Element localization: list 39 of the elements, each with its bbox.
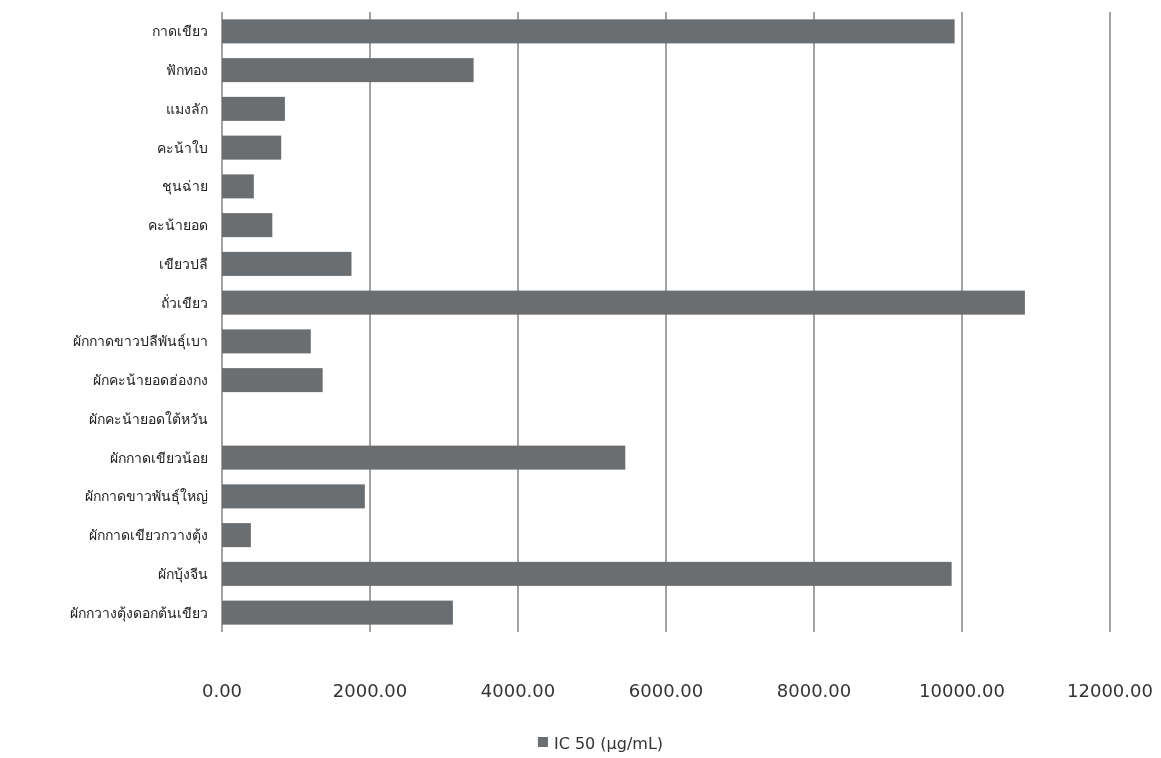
x-tick-label: 2000.00	[332, 680, 408, 701]
x-tick-label: 10000.00	[919, 680, 1005, 701]
y-tick-label: เขียวปลี	[159, 255, 208, 272]
bar	[222, 600, 453, 625]
bar	[222, 213, 273, 238]
bar	[222, 523, 251, 548]
y-tick-label: กาดเขียว	[152, 23, 208, 40]
bar	[222, 19, 955, 44]
y-tick-label: ผักกาดเขียวน้อย	[110, 449, 208, 466]
legend-label: IC 50 (µg/mL)	[553, 734, 664, 753]
bar	[222, 290, 1025, 315]
y-tick-label: ชุนฉ่าย	[162, 178, 208, 196]
x-tick-label: 0.00	[201, 680, 243, 701]
bar	[222, 58, 474, 83]
bar	[222, 484, 365, 509]
y-tick-label: ผักกาดขาวปลีพันธุ์เบา	[73, 333, 208, 351]
y-tick-label: ฟักทอง	[166, 62, 208, 79]
bar	[222, 368, 323, 393]
y-tick-label: ผักคะน้ายอดใต้หวัน	[89, 410, 208, 427]
y-tick-label: ผักกาดขาวพันธุ์ใหญ่	[85, 488, 208, 506]
bar	[222, 445, 626, 470]
y-tick-label: ผักกวางตุ้งดอกต้นเขียว	[70, 604, 208, 622]
y-tick-label: ถั่วเขียว	[161, 293, 208, 311]
bar	[222, 135, 282, 160]
y-tick-label: ผักบุ้งจีน	[158, 565, 208, 583]
y-tick-label: ผักกาดเขียวกวางตุ้ง	[89, 527, 208, 545]
bar	[222, 174, 254, 199]
x-tick-label: 6000.00	[628, 680, 704, 701]
x-tick-label: 8000.00	[776, 680, 852, 701]
y-tick-label: แมงลัก	[166, 100, 208, 117]
y-tick-label: คะน้าใบ	[157, 139, 208, 156]
y-tick-label: คะน้ายอด	[148, 217, 208, 234]
bar	[222, 329, 311, 354]
bar	[222, 251, 352, 276]
bar	[222, 96, 285, 121]
x-tick-label: 12000.00	[1067, 680, 1153, 701]
x-tick-label: 4000.00	[480, 680, 556, 701]
bar	[222, 561, 952, 586]
y-tick-label: ผักคะน้ายอดฮ่องกง	[93, 372, 208, 389]
